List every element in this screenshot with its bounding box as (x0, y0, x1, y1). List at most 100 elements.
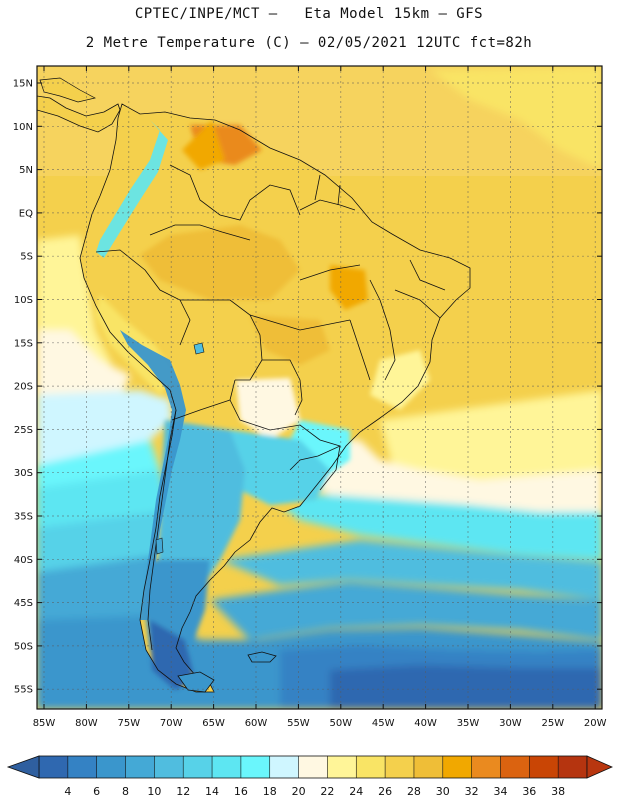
colorbar-label: 16 (234, 785, 248, 798)
lat-label: 10N (13, 122, 33, 133)
colorbar-swatch (500, 756, 530, 778)
chart-title-line-2: 2 Metre Temperature (C) – 02/05/2021 12U… (85, 35, 533, 51)
ocean-band-atlantic-cyan (260, 490, 602, 560)
lon-label: 60W (245, 718, 268, 729)
land-cool-pampas (215, 430, 330, 505)
colorbar-swatch (327, 756, 357, 778)
lon-label: 35W (457, 718, 480, 729)
andes-cold-strip-south (120, 330, 186, 620)
colorbar-swatch (183, 756, 213, 778)
ocean-band-cyan-light (37, 440, 160, 490)
lat-label: 35S (14, 512, 33, 523)
lat-label: 15N (13, 79, 33, 90)
lat-label: 10S (14, 295, 33, 306)
colorbar-label: 4 (64, 785, 71, 798)
colorbar-label: 6 (93, 785, 100, 798)
graticule (37, 66, 602, 709)
land-warm-mato-grosso (250, 315, 330, 365)
colorbar-swatch (39, 756, 69, 778)
ocean-band-northeast (430, 66, 602, 170)
colorbar-label: 8 (122, 785, 129, 798)
lon-label: 70W (160, 718, 183, 729)
ocean-band-blue-a (37, 555, 160, 625)
lat-label: 5S (20, 252, 33, 263)
caribbean-islands (39, 77, 96, 103)
lon-label: 20W (584, 718, 607, 729)
andes-cold-strip (96, 120, 168, 258)
colorbar-swatch (298, 756, 328, 778)
land-hot-interior (330, 265, 368, 310)
colorbar-swatch (413, 756, 444, 778)
colorbar-label: 12 (176, 785, 190, 798)
colorbar-label: 36 (522, 785, 536, 798)
lat-label: EQ (19, 208, 33, 219)
colorbar-swatch (125, 756, 155, 778)
colorbar-swatch (356, 756, 386, 778)
lat-label: 30S (14, 468, 33, 479)
lake-titicaca (193, 342, 205, 355)
lat-label: 25S (14, 425, 33, 436)
ocean-band-pale-cyan (37, 390, 172, 470)
lat-label: 50S (14, 641, 33, 652)
lon-label: 75W (117, 718, 140, 729)
colorbar-swatch (529, 756, 559, 778)
lon-label: 45W (372, 718, 395, 729)
colorbar-swatch (154, 756, 184, 778)
island-chiloe (155, 537, 164, 555)
lon-label: 30W (499, 718, 522, 729)
lon-label: 65W (202, 718, 225, 729)
colorbar-swatch (67, 756, 98, 778)
island-tierra-del-fuego (177, 671, 215, 693)
colorbar-swatch (385, 756, 415, 778)
lat-label: 45S (14, 598, 33, 609)
colorbar-label: 26 (378, 785, 392, 798)
lon-label: 55W (287, 718, 310, 729)
lon-label: 85W (33, 718, 56, 729)
country-borders (79, 103, 471, 693)
ocean-band-pacific-pale (37, 330, 130, 400)
lat-label: 55S (14, 685, 33, 696)
colorbar-arrow-low (6, 755, 40, 779)
colorbar-label: 20 (292, 785, 306, 798)
colorbar-swatch (96, 756, 127, 778)
lat-label: 40S (14, 555, 33, 566)
ocean-band-blue-e (330, 665, 602, 709)
lat-label: 5N (19, 165, 33, 176)
temperature-field (37, 66, 602, 709)
lon-label: 80W (75, 718, 98, 729)
lon-label: 40W (414, 718, 437, 729)
colorbar-label: 30 (436, 785, 450, 798)
land-pale-chaco (236, 378, 300, 440)
chart-title-line-1: CPTEC/INPE/MCT – Eta Model 15km – GFS (134, 6, 484, 22)
ocean-band-teal-b (220, 540, 602, 600)
colorbar-label: 28 (407, 785, 421, 798)
colorbar-label: 32 (465, 785, 479, 798)
lat-label: 15S (14, 338, 33, 349)
colorbar-swatch (442, 756, 473, 778)
land-warm-amazon (140, 225, 300, 300)
land-mild-southeast (370, 350, 430, 410)
colorbar-swatch (269, 756, 300, 778)
lon-label: 50W (329, 718, 352, 729)
latitude-axis-labels: 15N 10N 5N EQ 5S 10S 15S 20S 25S 30S 35S 40S 45S 50S 5… (13, 79, 602, 696)
colorbar-swatch (212, 756, 242, 778)
land-hot-colombia (182, 120, 225, 170)
colorbar-label: 14 (205, 785, 219, 798)
central-america (37, 95, 121, 133)
colorbar-swatch (471, 756, 501, 778)
colorbar-label: 22 (320, 785, 334, 798)
colorbar-swatch (558, 756, 588, 778)
colorbar-label: 38 (551, 785, 565, 798)
colorbar-label: 34 (493, 785, 507, 798)
ocean-band-blue-b (210, 582, 602, 640)
map-frame (36, 65, 603, 710)
lon-label: 25W (541, 718, 564, 729)
longitude-axis-labels: 85W 80W 75W 70W 65W 60W 55W 50W 45W 40W 35W 30W 25W 2… (33, 66, 607, 729)
colorbar-label: 24 (349, 785, 363, 798)
colorbar: 4 6 8 10 12 14 16 18 20 22 24 26 28 30 32 34 36 38 (6, 755, 613, 798)
colorbar-arrow-high (586, 755, 613, 779)
colorbar-label: 10 (147, 785, 161, 798)
falkland-islands (247, 651, 277, 663)
lat-label: 20S (14, 382, 33, 393)
